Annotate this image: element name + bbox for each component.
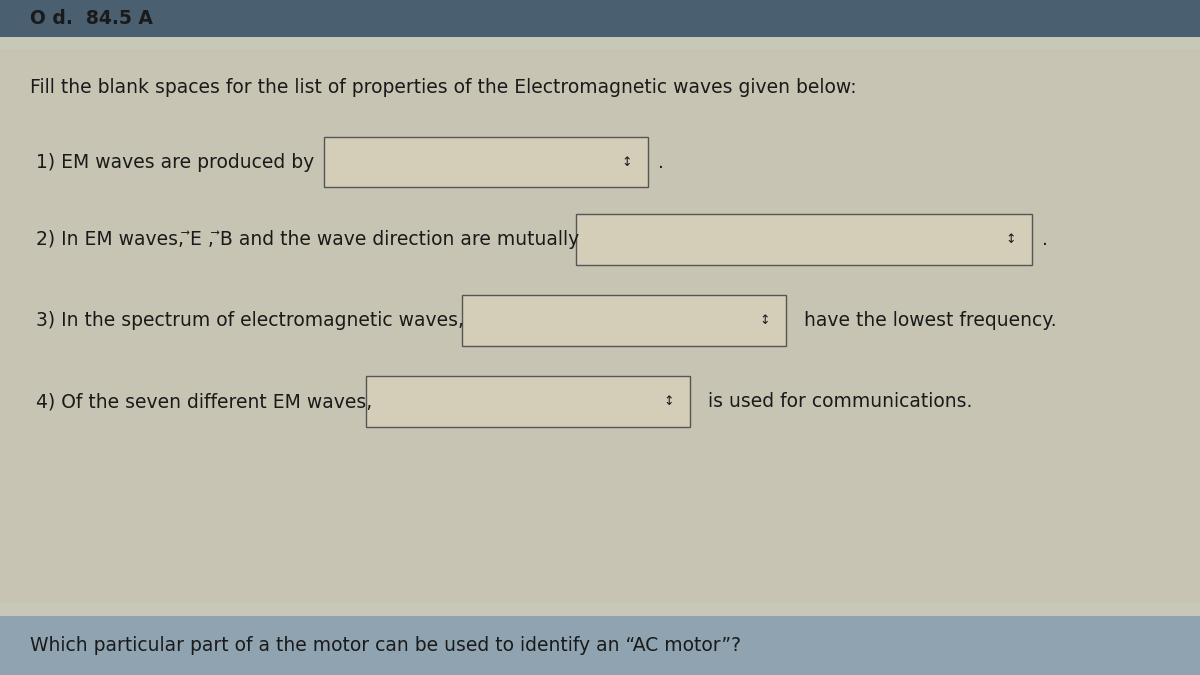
Text: 3) In the spectrum of electromagnetic waves,: 3) In the spectrum of electromagnetic wa…	[36, 311, 464, 330]
Bar	[324, 136, 648, 188]
Text: ↕: ↕	[664, 395, 673, 408]
Bar	[576, 215, 1032, 265]
Bar	[0, 37, 1200, 49]
Bar	[366, 376, 690, 427]
Text: have the lowest frequency.: have the lowest frequency.	[804, 311, 1057, 330]
Text: is used for communications.: is used for communications.	[708, 392, 972, 411]
Bar	[0, 616, 1200, 675]
Text: 4) Of the seven different EM waves,: 4) Of the seven different EM waves,	[36, 392, 372, 411]
Bar	[462, 296, 786, 346]
Bar	[0, 603, 1200, 616]
Text: 2) In EM waves, ⃗E , ⃗B and the wave direction are mutually: 2) In EM waves, ⃗E , ⃗B and the wave dir…	[36, 230, 580, 249]
Text: .: .	[658, 153, 664, 171]
Text: ↕: ↕	[760, 314, 769, 327]
Text: O d.  84.5 A: O d. 84.5 A	[30, 9, 152, 28]
Bar	[0, 45, 1200, 616]
Bar	[0, 0, 1200, 37]
Text: Fill the blank spaces for the list of properties of the Electromagnetic waves gi: Fill the blank spaces for the list of pr…	[30, 78, 857, 97]
Text: ↕: ↕	[622, 155, 631, 169]
Text: .: .	[1042, 230, 1048, 249]
Text: 1) EM waves are produced by: 1) EM waves are produced by	[36, 153, 314, 171]
Text: Which particular part of a the motor can be used to identify an “AC motor”?: Which particular part of a the motor can…	[30, 636, 742, 655]
Text: ↕: ↕	[1006, 233, 1015, 246]
